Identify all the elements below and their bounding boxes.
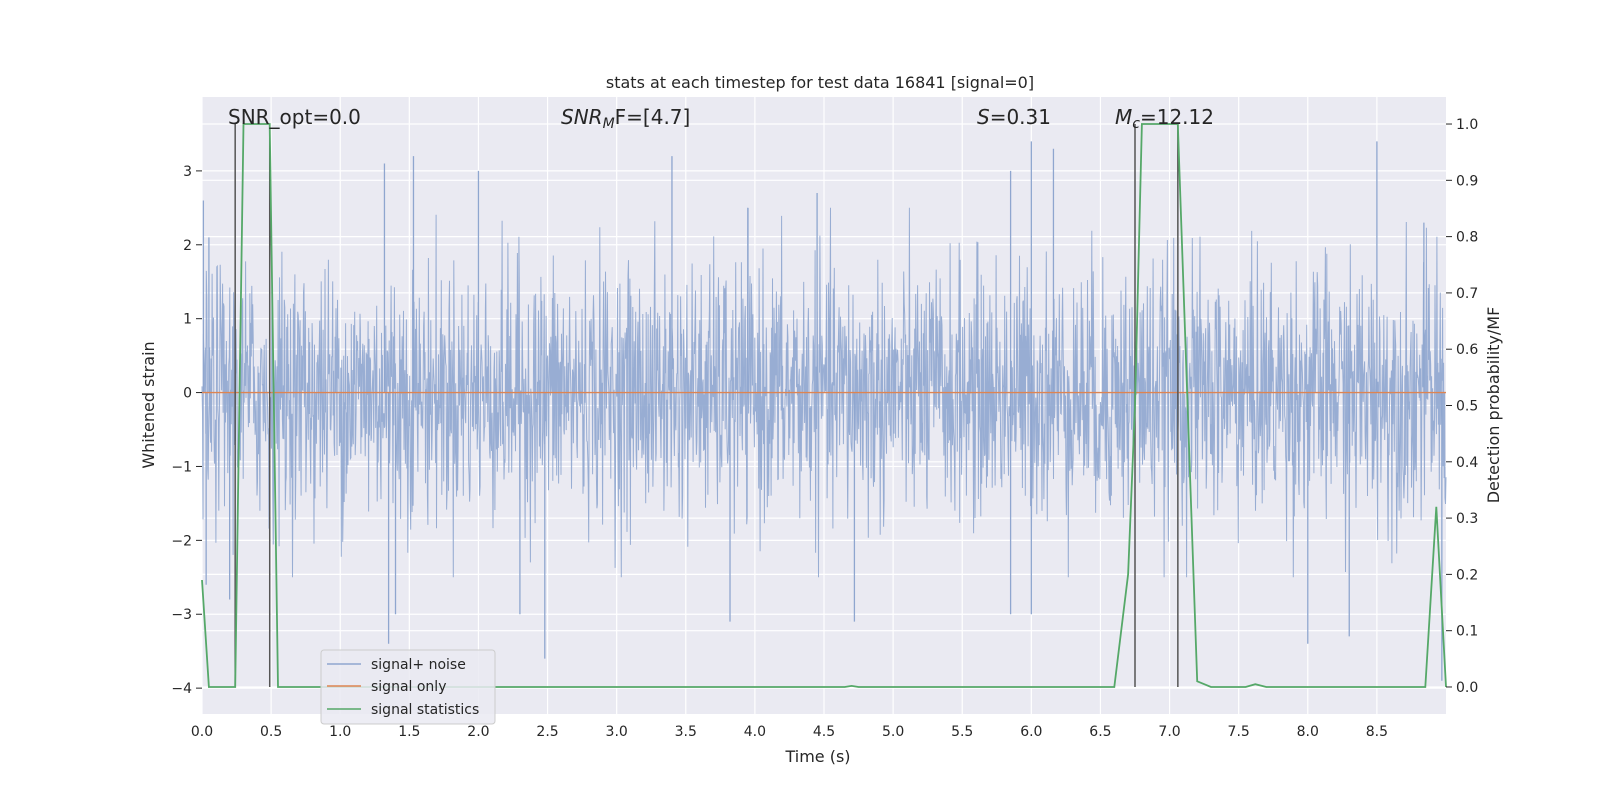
series-line-signal-statistics	[201, 123, 1447, 688]
y2-tick-label: 1.0	[1456, 117, 1478, 133]
x-tick-label: 1.5	[398, 724, 420, 740]
y2-tick-label: 0.9	[1456, 173, 1478, 189]
y2-tick-label: 0.4	[1456, 455, 1478, 471]
y-tick-label: −1	[171, 459, 192, 475]
y2-tick-label: 0.7	[1456, 286, 1478, 302]
annotation-snr-mf-prefix: SNR	[561, 105, 603, 129]
x-tick-label: 4.5	[813, 724, 835, 740]
annotation-mc-prefix: M	[1115, 105, 1132, 129]
x-tick-label: 5.0	[882, 724, 904, 740]
y2-tick-label: 0.0	[1456, 680, 1478, 696]
x-tick-label: 8.0	[1297, 724, 1319, 740]
x-tick-label: 1.0	[329, 724, 351, 740]
chart-title: stats at each timestep for test data 168…	[606, 73, 1034, 92]
annotation-snr-mf-sub: M	[603, 116, 615, 132]
legend-label-signal-noise: signal+ noise	[371, 657, 466, 673]
annotation-mc: Mc=12.12	[1115, 105, 1214, 132]
x-tick-label: 5.5	[951, 724, 973, 740]
y2-tick-label: 0.8	[1456, 230, 1478, 246]
y-tick-label: −3	[171, 607, 192, 623]
y2-tick-label: 0.2	[1456, 567, 1478, 583]
y-axis-ticks: 3 2 1 0 −1 −2 −3 −4	[171, 164, 202, 697]
y2-tick-label: 0.3	[1456, 511, 1478, 527]
x-tick-label: 3.5	[675, 724, 697, 740]
y2-tick-label: 0.6	[1456, 342, 1478, 358]
x-tick-label: 7.5	[1228, 724, 1250, 740]
vertical-marker-lines	[234, 124, 1179, 687]
x-tick-label: 8.5	[1366, 724, 1388, 740]
y-tick-label: −4	[171, 681, 192, 697]
legend-label-signal-statistics: signal statistics	[371, 702, 479, 718]
x-tick-label: 2.0	[467, 724, 489, 740]
x-tick-label: 6.5	[1089, 724, 1111, 740]
y-tick-label: −2	[171, 533, 192, 549]
x-tick-label: 0.0	[191, 724, 213, 740]
y2-tick-label: 0.1	[1456, 624, 1478, 640]
x-tick-label: 6.0	[1020, 724, 1042, 740]
x-tick-label: 2.5	[536, 724, 558, 740]
y-tick-label: 2	[183, 238, 192, 254]
y-tick-label: 3	[183, 164, 192, 180]
y-axis-label: Whitened strain	[139, 341, 158, 468]
signal-noise-series	[201, 141, 1447, 681]
x-tick-label: 7.0	[1158, 724, 1180, 740]
series-line-signal-noise	[201, 207, 1447, 578]
legend: signal+ noise signal only signal statist…	[320, 649, 496, 725]
x-tick-label: 4.0	[744, 724, 766, 740]
annotation-snr-mf: SNRMF=[4.7]	[561, 105, 690, 132]
annotation-mc-sub: c	[1132, 116, 1140, 132]
annotation-s: S=0.31	[977, 105, 1051, 129]
y2-axis-ticks: 1.0 0.9 0.8 0.7 0.6 0.5 0.4 0.3 0.2 0.1 0.0	[1446, 117, 1478, 696]
annotation-snr-opt: SNR_opt=0.0	[228, 105, 361, 129]
annotation-s-prefix: S	[977, 105, 990, 129]
y-tick-label: 1	[183, 312, 192, 328]
annotation-s-rest: =0.31	[990, 105, 1051, 129]
y-tick-label: 0	[183, 386, 192, 402]
annotation-mc-rest: =12.12	[1140, 105, 1214, 129]
annotation-snr-mf-rest: F=[4.7]	[615, 105, 691, 129]
y2-tick-label: 0.5	[1456, 399, 1478, 415]
x-axis-ticks: 0.0 0.5 1.0 1.5 2.0 2.5 3.0 3.5 4.0 4.5 5.0 5.5 6.0 6…	[191, 724, 1388, 740]
y2-axis-label: Detection probability/MF	[1484, 307, 1503, 504]
legend-box	[320, 649, 496, 725]
x-tick-label: 3.0	[606, 724, 628, 740]
x-tick-label: 0.5	[260, 724, 282, 740]
legend-label-signal-only: signal only	[371, 679, 446, 695]
x-axis-label: Time (s)	[784, 747, 850, 766]
signal-statistics-series	[201, 123, 1447, 688]
